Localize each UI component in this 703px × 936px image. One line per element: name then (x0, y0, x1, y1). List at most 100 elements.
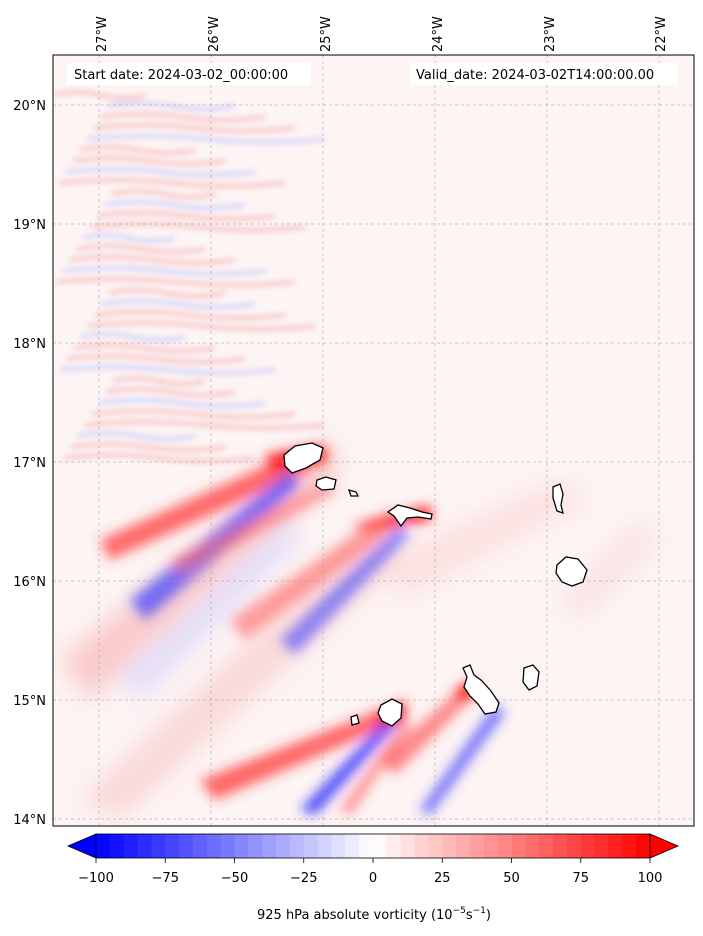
colorbar-tick-label: −75 (152, 871, 179, 886)
colorbar-step (483, 834, 499, 858)
colorbar-step (566, 834, 582, 858)
texture-stripe (94, 310, 286, 320)
colorbar-step (580, 834, 596, 858)
colorbar-step (594, 834, 609, 858)
texture-stripe (62, 266, 266, 276)
longitude-labels: 27°W 26°W 25°W 24°W 23°W 22°W (95, 16, 669, 52)
texture-stripe (80, 332, 186, 342)
colorbar-step (109, 834, 125, 858)
lon-tick-label: 25°W (319, 16, 334, 52)
island-santo-antao (283, 442, 324, 474)
colorbar-step (220, 834, 235, 858)
colorbar-step (276, 834, 291, 858)
colorbar-step (539, 834, 554, 858)
island-sal (552, 483, 564, 514)
texture-stripe (55, 277, 296, 287)
lat-tick-label: 18°N (13, 337, 46, 352)
colorbar-step (345, 834, 360, 858)
colorbar-extend-min (66, 833, 97, 859)
colorbar-ticks: −100 −75 −50 −25 0 25 50 75 100 (78, 858, 662, 886)
texture-stripe (73, 343, 216, 353)
map-gridlines (53, 55, 694, 826)
lat-tick-label: 16°N (13, 575, 46, 590)
colorbar-step (511, 834, 526, 858)
colorbar-unit-exp1: −5 (453, 906, 466, 916)
colorbar-tick-label: −25 (290, 871, 317, 886)
colorbar-step (414, 834, 429, 858)
island-sao-vicente (315, 476, 337, 491)
colorbar-unit-exp2: −1 (473, 906, 486, 916)
island-brava (350, 714, 360, 726)
colorbar-step (428, 834, 443, 858)
island-coastlines (283, 442, 588, 727)
colorbar-tick-label: 50 (503, 871, 520, 886)
colorbar-step (456, 834, 471, 858)
colorbar-step (636, 834, 651, 858)
texture-stripe (72, 156, 226, 166)
colorbar-step (400, 834, 416, 858)
map-background (53, 55, 694, 826)
colorbar-unit-s: s (466, 908, 473, 923)
colorbar-step (262, 834, 277, 858)
island-santa-luzia (347, 489, 360, 497)
colorbar-tick-label: 75 (572, 871, 589, 886)
colorbar-step (151, 834, 166, 858)
colorbar-step (359, 834, 374, 858)
colorbar-step (553, 834, 568, 858)
texture-stripe (107, 101, 236, 111)
island-boa-vista (555, 556, 588, 587)
colorbar-step (234, 834, 249, 858)
texture-stripe (112, 376, 206, 386)
colorbar-step (137, 834, 152, 858)
colorbar-tick-label: 0 (369, 871, 377, 886)
lon-tick-label: 23°W (543, 16, 558, 52)
colorbar-step (248, 834, 263, 858)
texture-stripe (104, 200, 246, 210)
lon-tick-label: 27°W (95, 16, 110, 52)
texture-stripe (70, 442, 226, 452)
map-frame (52, 54, 695, 827)
colorbar-step (373, 834, 388, 858)
colorbar-step (497, 834, 512, 858)
island-santiago (462, 664, 500, 715)
start-date-box (67, 63, 311, 85)
colorbar-step (206, 834, 222, 858)
colorbar-unit-base: 10 (436, 908, 453, 923)
colorbar-step (192, 834, 208, 858)
texture-stripe (100, 112, 266, 122)
texture-stripe (84, 420, 326, 430)
texture-stripe (58, 178, 286, 188)
lon-tick-label: 22°W (654, 16, 669, 52)
colorbar-step (386, 834, 402, 858)
colorbar-step (331, 834, 346, 858)
valid-date-box (410, 63, 678, 85)
colorbar-step (165, 834, 180, 858)
texture-stripe (98, 398, 266, 408)
texture-stripe (65, 167, 256, 177)
start-date-label: Start date: 2024-03-02_00:00:00 (74, 68, 288, 83)
texture-stripe (93, 123, 296, 133)
colorbar-steps (96, 834, 651, 858)
texture-stripe (87, 321, 316, 331)
texture-stripe (90, 222, 306, 232)
lat-tick-label: 20°N (13, 99, 46, 114)
lat-tick-label: 15°N (13, 694, 46, 709)
texture-stripe (76, 244, 206, 254)
colorbar-step (525, 834, 540, 858)
colorbar-step (317, 834, 332, 858)
texture-stripe (54, 90, 146, 100)
texture-stripe (59, 365, 276, 375)
colorbar-step (96, 834, 111, 858)
texture-stripe (77, 431, 196, 441)
colorbar-step (289, 834, 305, 858)
colorbar-step (179, 834, 194, 858)
texture-stripe (105, 387, 236, 397)
vorticity-texture (54, 90, 326, 463)
lon-tick-label: 26°W (207, 16, 222, 52)
lat-tick-label: 17°N (13, 456, 46, 471)
colorbar-step (123, 834, 139, 858)
texture-stripe (66, 354, 246, 364)
colorbar: −100 −75 −50 −25 0 25 50 75 100 925 hPa absolute… (66, 833, 680, 923)
vorticity-wakes (100, 445, 505, 815)
